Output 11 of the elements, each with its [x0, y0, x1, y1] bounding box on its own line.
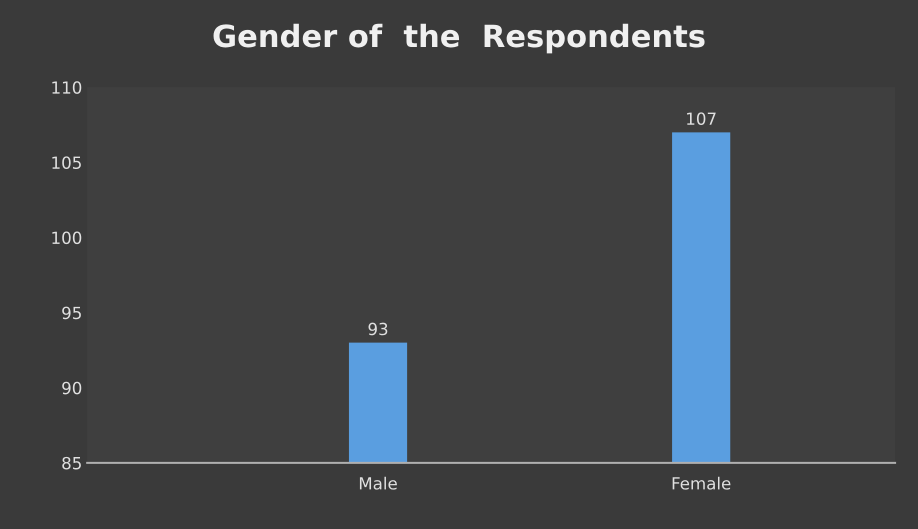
- y-tick-label: 90: [62, 382, 82, 394]
- data-label: 107: [687, 112, 716, 125]
- y-tick-label: 110: [52, 81, 82, 94]
- x-tick-label: Male: [360, 476, 397, 490]
- chart-title: Gender of the Respondents: [214, 24, 705, 54]
- y-tick-label: 95: [62, 306, 81, 320]
- data-label: 93: [368, 322, 388, 336]
- x-tick-label: Female: [672, 476, 730, 490]
- y-tick-label: 85: [62, 456, 81, 470]
- y-tick-label: 100: [52, 231, 82, 244]
- y-tick-label: 105: [52, 156, 81, 169]
